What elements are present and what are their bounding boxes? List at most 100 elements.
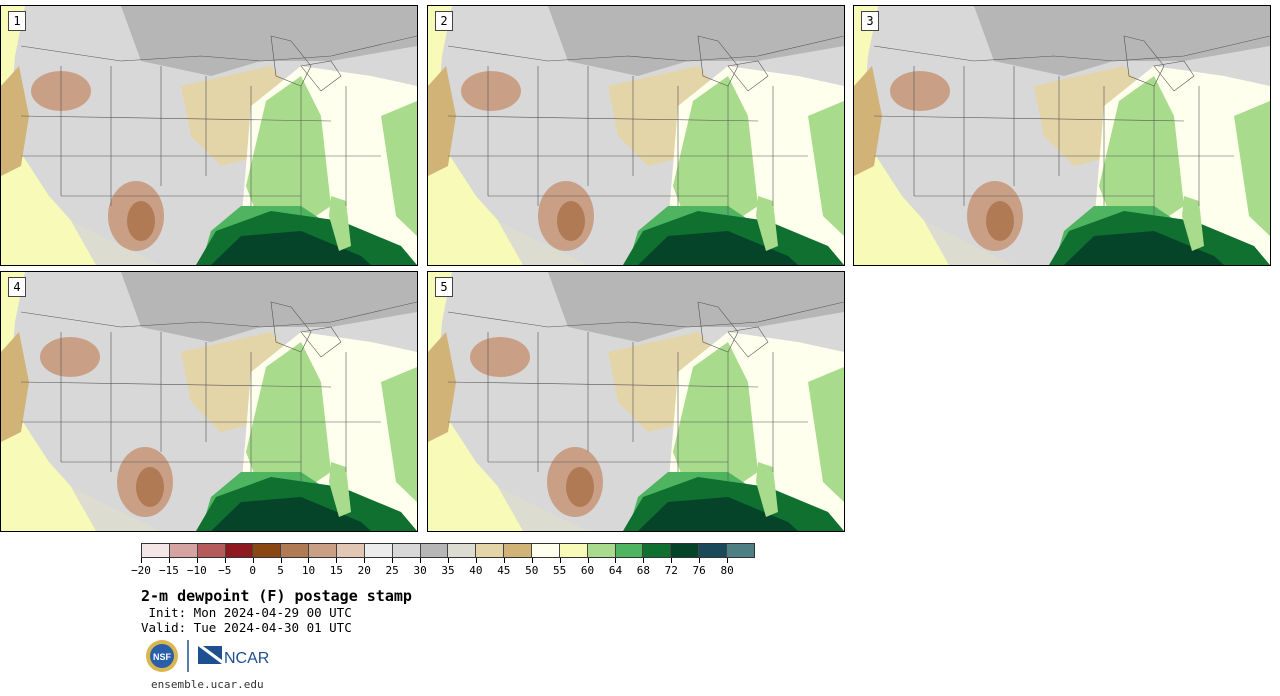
dewpoint-region <box>461 71 521 111</box>
colorbar-swatch <box>643 544 672 557</box>
chart-title: 2-m dewpoint (F) postage stamp <box>141 587 412 605</box>
dewpoint-region <box>121 272 417 342</box>
colorbar-swatch <box>197 544 226 557</box>
colorbar-tick-label: 45 <box>497 564 511 577</box>
colorbar-tick-label: 10 <box>301 564 316 577</box>
colorbar-tick-label: −10 <box>186 564 207 577</box>
dewpoint-region <box>498 221 588 265</box>
dewpoint-map <box>428 6 844 265</box>
init-time: Init: Mon 2024-04-29 00 UTC <box>141 605 352 620</box>
ensemble-member-map-3: 3 <box>853 5 1271 266</box>
colorbar-swatch <box>420 544 449 557</box>
colorbar-swatch <box>699 544 728 557</box>
colorbar-tick-label: 20 <box>357 564 371 577</box>
ensemble-member-map-4: 4 <box>0 271 418 532</box>
dewpoint-region <box>1 272 96 531</box>
dewpoint-region <box>890 71 950 111</box>
dewpoint-region <box>1 66 29 176</box>
panel-label: 5 <box>435 277 453 297</box>
ncar-logo-icon: NCAR <box>198 646 269 667</box>
dewpoint-region <box>548 6 844 76</box>
colorbar-tick-label: 0 <box>249 564 256 577</box>
state-boundary <box>447 35 844 62</box>
dewpoint-region <box>246 342 331 492</box>
dewpoint-map <box>1 272 417 531</box>
colorbar-tick-label: 64 <box>608 564 623 577</box>
colorbar-tick-mark <box>141 558 142 563</box>
dewpoint-region <box>808 367 844 502</box>
dewpoint-region <box>40 337 100 377</box>
colorbar-tick-mark <box>643 558 645 563</box>
panel-label: 4 <box>8 277 26 297</box>
state-boundary <box>447 301 844 328</box>
dewpoint-region <box>136 467 164 507</box>
colorbar-tick-mark <box>699 558 701 563</box>
colorbar-swatch <box>169 544 198 557</box>
panel-label: 1 <box>8 11 26 31</box>
dewpoint-region <box>1234 101 1270 236</box>
state-boundary <box>697 35 739 87</box>
dewpoint-region <box>1 6 96 265</box>
dewpoint-region <box>428 66 456 176</box>
dewpoint-region <box>211 497 371 531</box>
logo-block: NSF NCAR <box>146 640 269 672</box>
state-boundary <box>300 60 342 92</box>
colorbar-tick-mark <box>587 558 589 563</box>
colorbar-tick-mark <box>364 558 366 563</box>
panel-label: 2 <box>435 11 453 31</box>
state-boundary <box>727 60 769 92</box>
colorbar-tick-mark <box>336 558 338 563</box>
state-boundary <box>447 381 759 388</box>
colorbar-swatch <box>448 544 477 557</box>
colorbar-tick-labels: −20 −15 −10 −5 0 5 10 15 20 25 30 35 40 45 50 55 60 64 68 7… <box>131 558 755 580</box>
ncar-logo-text: NCAR <box>224 650 269 667</box>
dewpoint-region <box>71 221 161 265</box>
colorbar-swatch <box>364 544 393 557</box>
dewpoint-region <box>756 196 778 251</box>
dewpoint-region <box>673 342 758 492</box>
colorbar-swatch <box>142 544 170 557</box>
colorbar-tick-mark <box>615 558 617 563</box>
dewpoint-region <box>71 487 161 531</box>
dewpoint-region <box>924 221 1014 265</box>
colorbar-tick-mark <box>475 558 477 563</box>
colorbar-tick-label: 15 <box>329 564 343 577</box>
colorbar-tick-label: 50 <box>525 564 539 577</box>
dewpoint-region <box>986 201 1014 241</box>
state-boundary <box>20 381 332 388</box>
colorbar-swatch <box>253 544 282 557</box>
dewpoint-region <box>329 462 351 517</box>
state-boundary <box>270 301 312 353</box>
colorbar-swatch <box>309 544 338 557</box>
dewpoint-region <box>246 76 331 226</box>
dewpoint-map <box>1 6 417 265</box>
state-boundary <box>873 35 1270 62</box>
colorbar-swatch <box>559 544 588 557</box>
colorbar-tick-mark <box>392 558 394 563</box>
colorbar-tick-label: 25 <box>385 564 399 577</box>
state-boundary <box>300 326 342 358</box>
dewpoint-region <box>428 272 523 531</box>
colorbar-tick-label: 35 <box>441 564 455 577</box>
dewpoint-region <box>638 231 798 265</box>
colorbar-swatch <box>532 544 560 557</box>
dewpoint-region <box>211 231 371 265</box>
dewpoint-region <box>854 6 949 265</box>
colorbar-tick-label: −20 <box>131 564 151 577</box>
ensemble-member-map-2: 2 <box>427 5 845 266</box>
dewpoint-region <box>974 6 1270 76</box>
dewpoint-region <box>127 201 155 241</box>
colorbar-tick-mark <box>280 558 282 563</box>
dewpoint-region <box>498 487 588 531</box>
state-boundary <box>20 301 417 328</box>
dewpoint-region <box>1 332 29 442</box>
dewpoint-region <box>1064 231 1224 265</box>
state-boundary <box>20 35 417 62</box>
dewpoint-map <box>854 6 1270 265</box>
ensemble-member-map-5: 5 <box>427 271 845 532</box>
colorbar-tick-label: 40 <box>469 564 483 577</box>
state-boundary <box>1153 60 1195 92</box>
website-url: ensemble.ucar.edu <box>151 678 264 691</box>
dewpoint-region <box>673 76 758 226</box>
state-boundary <box>727 326 769 358</box>
